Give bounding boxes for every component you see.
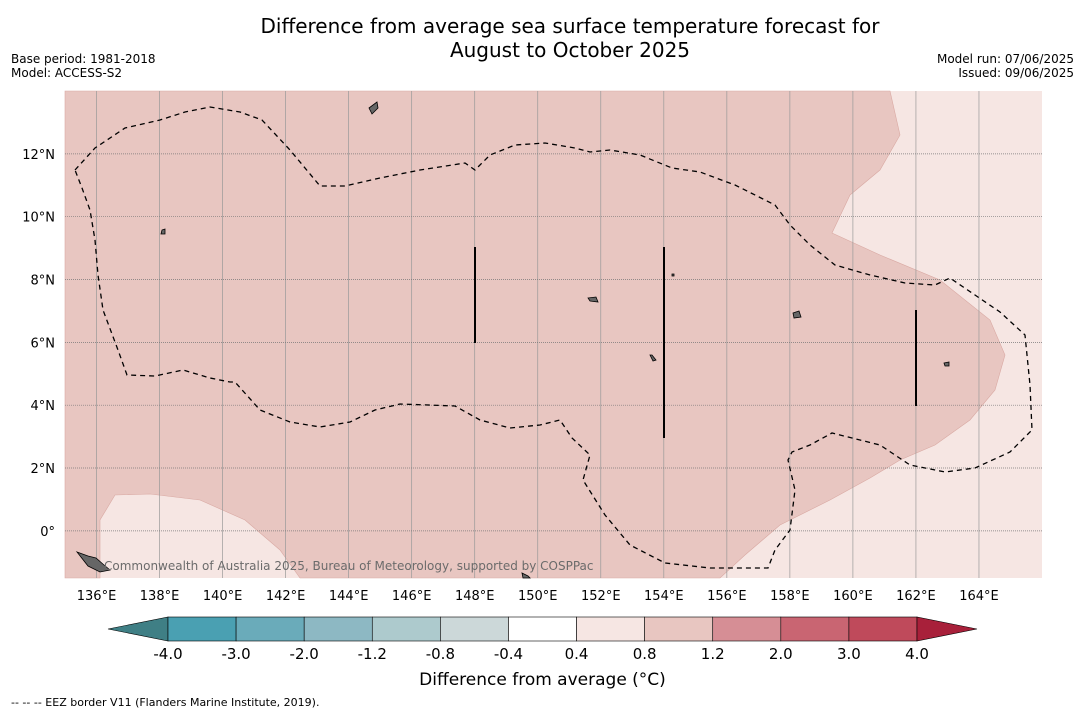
lon-tick-label: 164°E bbox=[959, 589, 999, 604]
lat-tick-label: 8°N bbox=[31, 274, 56, 289]
colorbar-bin bbox=[371, 616, 441, 642]
lon-tick-label: 148°E bbox=[455, 589, 495, 604]
title-line-2: August to October 2025 bbox=[449, 38, 691, 62]
colorbar-tick-label: -0.8 bbox=[426, 645, 455, 663]
lon-tick-label: 142°E bbox=[266, 589, 306, 604]
colorbar-bin bbox=[848, 616, 918, 642]
title-line-1: Difference from average sea surface temp… bbox=[260, 14, 880, 38]
colorbar-extend-low bbox=[107, 616, 169, 642]
island-chuuk bbox=[587, 296, 599, 303]
model-name: Model: ACCESS-S2 bbox=[11, 66, 123, 80]
lat-tick-label: 0° bbox=[40, 525, 55, 540]
lat-tick-label: 12°N bbox=[22, 148, 55, 163]
colorbar-tick-label: 2.0 bbox=[769, 645, 793, 663]
model-run: Model run: 07/06/2025 bbox=[936, 52, 1074, 66]
island-small-1 bbox=[671, 273, 675, 277]
meta-right: Model run: 07/06/2025 Issued: 09/06/2025 bbox=[937, 52, 1074, 80]
attribution-text: Commonwealth of Australia 2025, Bureau o… bbox=[104, 559, 594, 573]
lon-tick-label: 156°E bbox=[707, 589, 747, 604]
issued-date: Issued: 09/06/2025 bbox=[958, 66, 1074, 80]
lat-tick-label: 4°N bbox=[31, 399, 56, 414]
colorbar-bin bbox=[780, 616, 850, 642]
axis-labels: 136°E 138°E 140°E 142°E 144°E 146°E 148°E 150°E… bbox=[22, 148, 999, 604]
colorbar-tick-label: -3.0 bbox=[221, 645, 250, 663]
colorbar-tick-label: -1.2 bbox=[358, 645, 387, 663]
footnote: -- -- -- EEZ border V11 (Flanders Marine… bbox=[11, 696, 320, 709]
eez-border bbox=[74, 106, 1033, 569]
island-kosrae bbox=[943, 361, 950, 367]
lon-tick-label: 138°E bbox=[140, 589, 180, 604]
colorbar-bin bbox=[235, 616, 305, 642]
island-new-guinea-2 bbox=[521, 572, 531, 579]
colorbar-bin bbox=[644, 616, 714, 642]
colorbar-bin bbox=[167, 616, 237, 642]
lon-tick-label: 136°E bbox=[77, 589, 117, 604]
lon-tick-label: 160°E bbox=[833, 589, 873, 604]
colorbar-bin bbox=[440, 616, 509, 642]
islands bbox=[75, 101, 950, 579]
island-pohnpei bbox=[792, 310, 802, 319]
anomaly-region-main bbox=[64, 90, 1006, 579]
colorbar-tick-label: 0.8 bbox=[633, 645, 657, 663]
lat-tick-label: 10°N bbox=[22, 211, 55, 226]
lat-tick-label: 6°N bbox=[31, 336, 56, 351]
colorbar-tick-label: 0.4 bbox=[565, 645, 589, 663]
colorbar-tick-label: 3.0 bbox=[837, 645, 861, 663]
colorbar-tick-label: 4.0 bbox=[905, 645, 929, 663]
colorbar-tick-label: -0.4 bbox=[494, 645, 523, 663]
lon-tick-label: 150°E bbox=[518, 589, 558, 604]
island-yap bbox=[160, 228, 166, 235]
chart-title: Difference from average sea surface temp… bbox=[0, 14, 1085, 62]
island-new-guinea-1 bbox=[75, 551, 111, 573]
island-guam bbox=[368, 101, 379, 115]
colorbar-bin bbox=[712, 616, 782, 642]
colorbar-bin bbox=[303, 616, 373, 642]
colorbar: -4.0 -3.0 -2.0 -1.2 -0.8 -0.4 0.4 0.8 1.2 2.0 3.0 4… bbox=[107, 616, 978, 663]
base-period: Base period: 1981-2018 bbox=[11, 52, 156, 66]
lon-tick-label: 146°E bbox=[392, 589, 432, 604]
colorbar-title: Difference from average (°C) bbox=[419, 670, 666, 690]
lon-tick-label: 154°E bbox=[644, 589, 684, 604]
lon-tick-label: 152°E bbox=[581, 589, 621, 604]
colorbar-tick-label: -4.0 bbox=[153, 645, 182, 663]
island-small-2 bbox=[649, 354, 657, 362]
lon-tick-label: 144°E bbox=[329, 589, 369, 604]
meta-left: Base period: 1981-2018 Model: ACCESS-S2 bbox=[11, 52, 156, 80]
lat-tick-label: 2°N bbox=[31, 462, 56, 477]
lon-tick-label: 158°E bbox=[770, 589, 810, 604]
colorbar-tick-label: -2.0 bbox=[290, 645, 319, 663]
map-grid bbox=[65, 91, 1042, 578]
lon-tick-label: 162°E bbox=[896, 589, 936, 604]
lon-tick-label: 140°E bbox=[203, 589, 243, 604]
colorbar-bin bbox=[576, 616, 645, 642]
colorbar-extend-high bbox=[916, 616, 978, 642]
colorbar-tick-label: 1.2 bbox=[701, 645, 725, 663]
colorbar-bin bbox=[508, 616, 577, 642]
